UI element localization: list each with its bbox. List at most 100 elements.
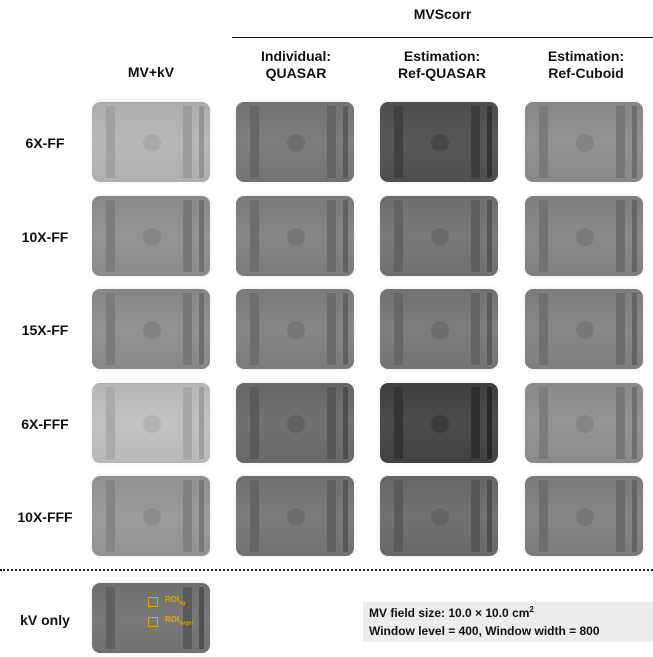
image-target-disc [576, 134, 594, 152]
image-band [106, 480, 115, 552]
image-tile-mv-kv [92, 289, 210, 369]
image-tile-mv-kv [92, 102, 210, 182]
image-band [394, 387, 403, 459]
image-band [343, 106, 348, 178]
image-target-disc [576, 508, 594, 526]
image-band [394, 480, 403, 552]
image-tile-individual-quasar [236, 383, 354, 463]
image-target-disc [143, 415, 161, 433]
info-box: MV field size: 10.0 × 10.0 cm2 Window le… [363, 602, 653, 642]
image-target-disc [287, 321, 305, 339]
info-field-size: MV field size: 10.0 × 10.0 cm2 [369, 605, 534, 620]
image-target-disc [287, 134, 305, 152]
image-tile-estimation-ref-quasar [380, 383, 498, 463]
image-tile-estimation-ref-cuboid [525, 289, 643, 369]
image-target-disc [431, 228, 449, 246]
image-band [106, 200, 115, 272]
row-label-kv-only: kV only [20, 612, 70, 628]
image-band [327, 387, 336, 459]
image-band [539, 480, 548, 552]
image-band [471, 387, 480, 459]
image-band [199, 387, 204, 459]
image-band [487, 293, 492, 365]
image-band [539, 106, 548, 178]
image-band [616, 293, 625, 365]
image-band [250, 200, 259, 272]
image-target-disc [576, 415, 594, 433]
image-band [327, 200, 336, 272]
image-band [183, 106, 192, 178]
image-band [487, 106, 492, 178]
image-band [487, 200, 492, 272]
image-band [250, 293, 259, 365]
image-band [343, 480, 348, 552]
column-header-line1: Individual: [261, 48, 331, 64]
column-header-individual-quasar: Individual: QUASAR [226, 48, 366, 82]
column-header-line2: Ref-Cuboid [548, 65, 624, 81]
image-band [632, 293, 637, 365]
image-band [471, 106, 480, 178]
image-band [616, 480, 625, 552]
image-band [183, 387, 192, 459]
image-band [471, 200, 480, 272]
roi-bg-box [148, 597, 158, 607]
image-target-disc [287, 415, 305, 433]
image-band [199, 106, 204, 178]
image-band [327, 480, 336, 552]
column-header-line1: Estimation: [547, 48, 625, 64]
image-band [250, 106, 259, 178]
image-band [539, 200, 548, 272]
image-target-disc [287, 508, 305, 526]
row-label-15x-ff: 15X-FF [21, 322, 69, 338]
row-label-10x-ff: 10X-FF [21, 229, 69, 245]
column-header-line2: QUASAR [265, 65, 327, 81]
image-band [327, 106, 336, 178]
image-band [632, 387, 637, 459]
image-band [343, 387, 348, 459]
column-header-mv-kv: MV+kV [81, 64, 221, 81]
image-band [471, 480, 480, 552]
image-band [394, 293, 403, 365]
image-tile-individual-quasar [236, 102, 354, 182]
image-band [539, 387, 548, 459]
image-band [199, 293, 204, 365]
image-band [250, 387, 259, 459]
image-tile-estimation-ref-quasar [380, 196, 498, 276]
image-tile-estimation-ref-quasar [380, 289, 498, 369]
image-tile-estimation-ref-quasar [380, 102, 498, 182]
image-target-disc [143, 508, 161, 526]
image-band [394, 200, 403, 272]
image-band [343, 200, 348, 272]
roi-target-label: ROItarget [165, 615, 194, 627]
roi-target-box [148, 617, 158, 627]
image-tile-mv-kv [92, 476, 210, 556]
image-target-disc [287, 228, 305, 246]
image-tile-estimation-ref-cuboid [525, 476, 643, 556]
image-target-disc [431, 508, 449, 526]
image-tile-mv-kv [92, 383, 210, 463]
image-target-disc [431, 321, 449, 339]
group-rule [232, 37, 653, 38]
image-band [106, 293, 115, 365]
image-band [632, 106, 637, 178]
image-tile-individual-quasar [236, 476, 354, 556]
image-band [327, 293, 336, 365]
image-target-disc [576, 228, 594, 246]
image-target-disc [431, 415, 449, 433]
info-window-settings: Window level = 400, Window width = 800 [369, 624, 600, 638]
image-band [471, 293, 480, 365]
column-header-line1: MV+kV [127, 64, 175, 80]
image-band [616, 106, 625, 178]
kv-only-image [92, 583, 210, 653]
roi-bg-label: ROIbg [165, 595, 186, 607]
image-tile-estimation-ref-quasar [380, 476, 498, 556]
image-band [616, 387, 625, 459]
image-band [487, 387, 492, 459]
column-header-estimation-ref-cuboid: Estimation: Ref-Cuboid [516, 48, 653, 82]
image-target-disc [143, 228, 161, 246]
image-band [343, 293, 348, 365]
column-header-line1: Estimation: [403, 48, 481, 64]
image-band [394, 106, 403, 178]
row-label-6x-fff: 6X-FFF [21, 416, 69, 432]
group-title: MVScorr [413, 6, 472, 22]
